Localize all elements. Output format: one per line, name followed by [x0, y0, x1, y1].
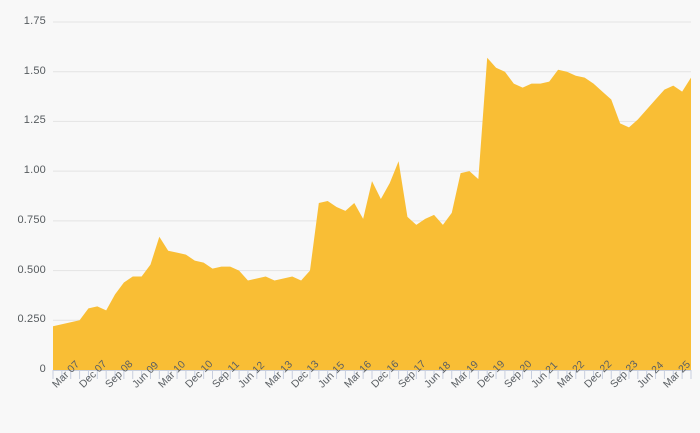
series-area-group	[53, 57, 691, 370]
y-tick-label: 0	[39, 363, 46, 375]
y-tick-label: 1.75	[23, 15, 46, 27]
x-axis-group	[52, 370, 692, 379]
y-tick-label: 1.50	[23, 64, 46, 77]
y-tick-label: 0.250	[17, 313, 46, 326]
y-tick-label: 0.750	[17, 213, 46, 226]
y-tick-label: 0.500	[17, 263, 46, 276]
series-area	[53, 57, 691, 370]
y-tick-label: 1.00	[23, 164, 46, 177]
y-tick-label: 1.25	[23, 114, 46, 127]
